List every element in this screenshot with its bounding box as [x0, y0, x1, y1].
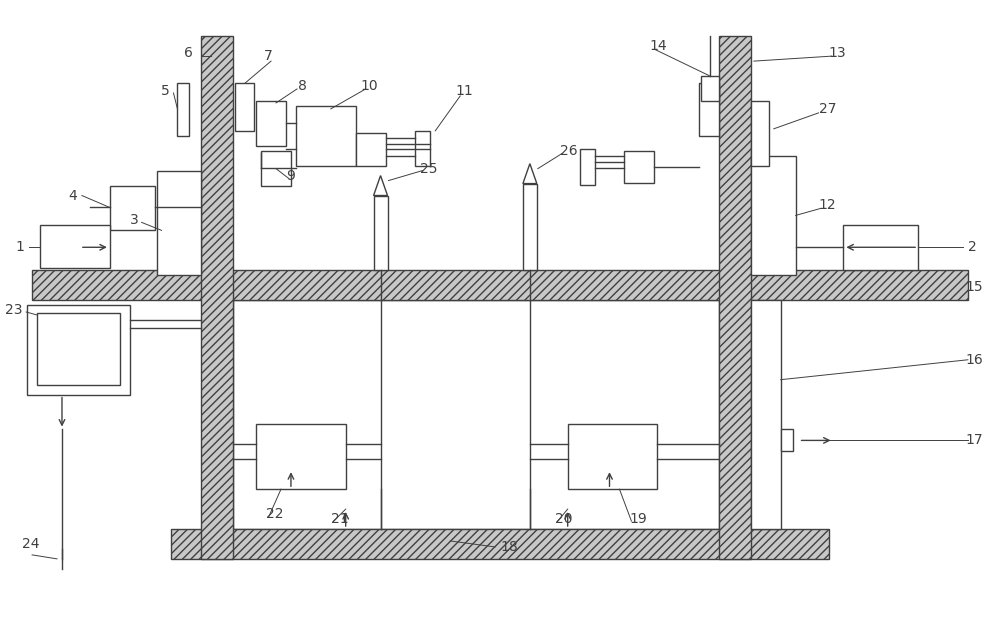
Text: 25: 25 [420, 162, 438, 176]
Bar [781, 430, 793, 451]
Bar [374, 195, 388, 270]
Bar [40, 226, 110, 268]
Bar [177, 83, 189, 136]
Text: 9: 9 [286, 169, 295, 182]
Text: 10: 10 [361, 79, 378, 93]
Bar [27, 305, 130, 395]
Text: 24: 24 [22, 537, 40, 551]
Text: 7: 7 [264, 49, 273, 63]
Text: 18: 18 [500, 540, 518, 554]
Bar [256, 425, 346, 489]
Bar [233, 300, 719, 529]
Text: 12: 12 [819, 198, 836, 213]
Bar [37, 313, 120, 384]
Bar [751, 101, 769, 166]
Bar [719, 36, 751, 559]
Polygon shape [523, 164, 537, 184]
Polygon shape [374, 176, 388, 195]
Text: 22: 22 [266, 507, 284, 521]
Bar [751, 156, 796, 275]
Bar [523, 184, 537, 270]
Text: 14: 14 [649, 39, 667, 53]
Bar [751, 300, 781, 529]
Bar [32, 270, 968, 300]
Text: 20: 20 [555, 512, 572, 526]
Text: 13: 13 [829, 46, 846, 60]
Text: 5: 5 [161, 84, 169, 98]
Bar [580, 149, 595, 185]
Text: 16: 16 [966, 353, 984, 366]
Text: 1: 1 [15, 240, 24, 254]
Bar [843, 226, 918, 270]
Text: 6: 6 [184, 46, 193, 60]
Bar [296, 106, 356, 166]
Bar [356, 133, 386, 166]
Text: 8: 8 [298, 79, 307, 93]
Text: 3: 3 [130, 213, 138, 227]
Bar [624, 151, 654, 182]
Text: 21: 21 [331, 512, 348, 526]
Bar [171, 529, 829, 559]
Text: 19: 19 [629, 512, 647, 526]
Bar [261, 151, 291, 185]
Bar [701, 76, 719, 101]
Bar [235, 83, 254, 131]
Text: 2: 2 [968, 240, 977, 254]
Text: 4: 4 [68, 188, 77, 203]
Text: 17: 17 [966, 433, 984, 447]
Bar [110, 185, 155, 231]
Bar [699, 83, 719, 136]
Bar [157, 171, 201, 275]
Text: 27: 27 [819, 102, 836, 116]
Bar [415, 131, 430, 166]
Text: 15: 15 [966, 280, 984, 294]
Text: 23: 23 [5, 303, 22, 317]
Bar [201, 36, 233, 559]
Bar [568, 425, 657, 489]
Text: 26: 26 [560, 144, 577, 158]
Bar [256, 101, 286, 146]
Text: 11: 11 [455, 84, 473, 98]
